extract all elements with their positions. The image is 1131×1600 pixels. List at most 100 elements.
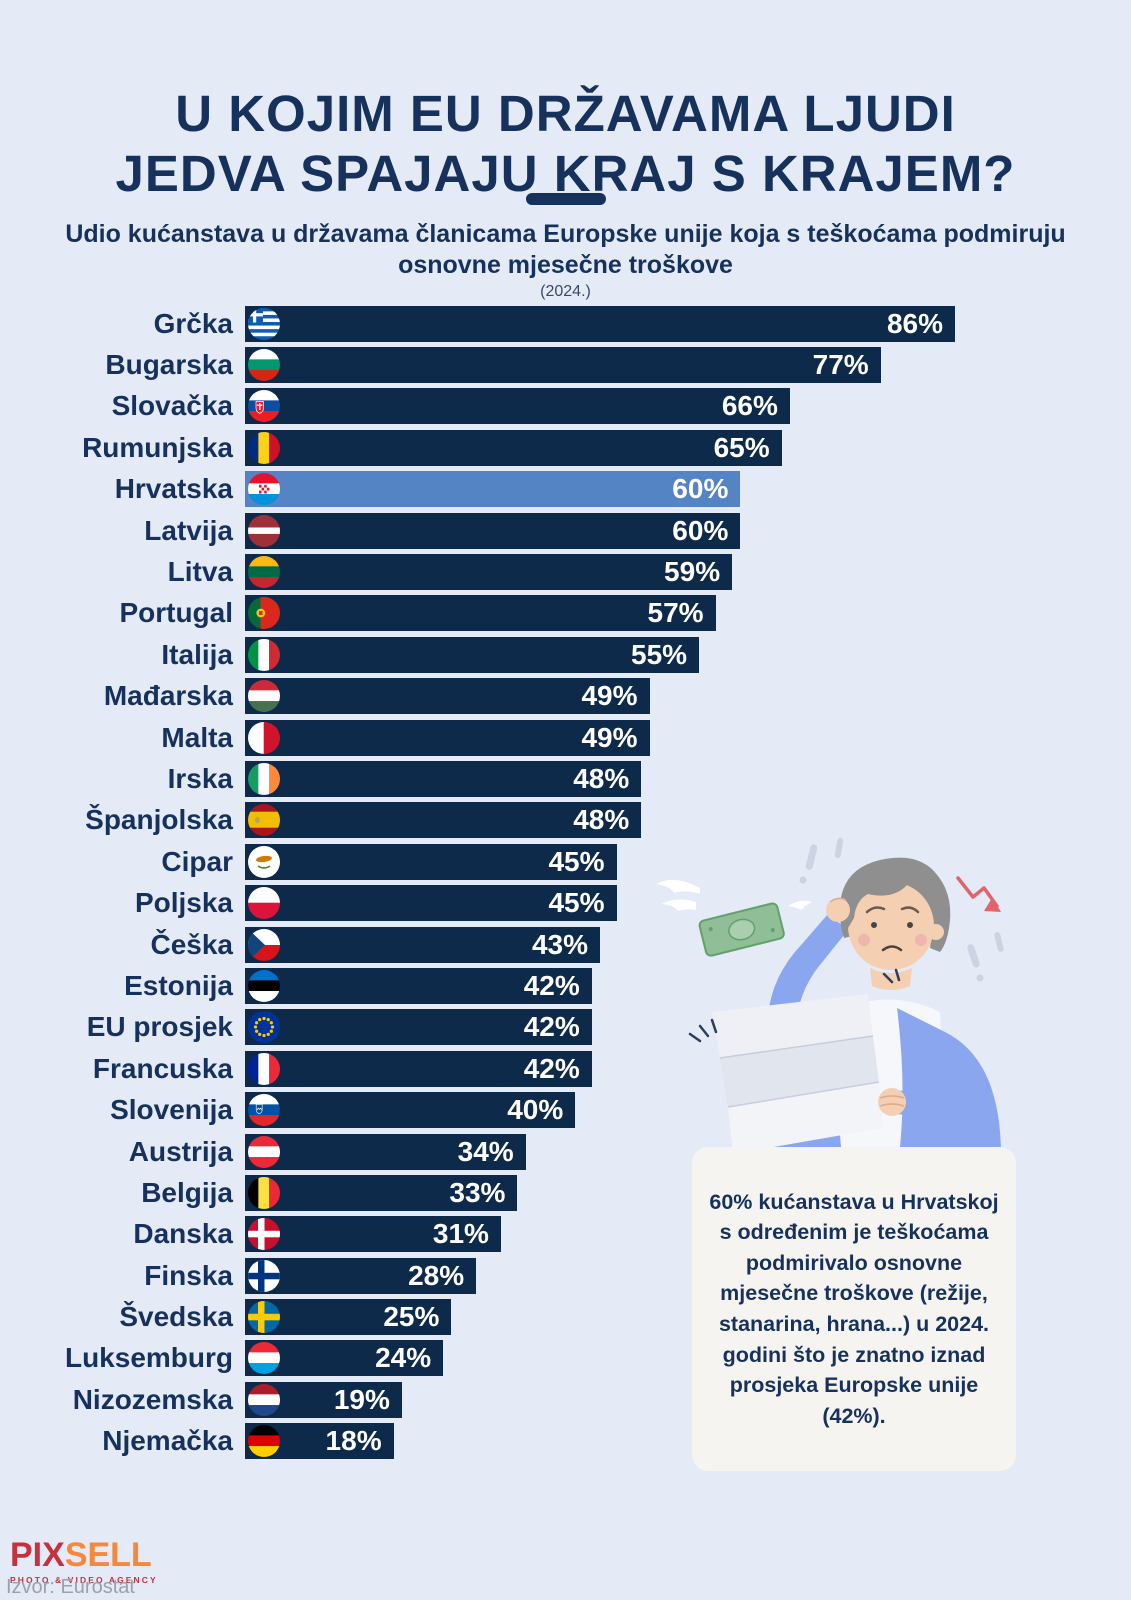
bar-row: Estonija 42%	[0, 965, 1131, 1006]
value-label: 60%	[672, 514, 729, 546]
bar-chart: Grčka 86% Bugarska 77% Slovačka 66% Rumunjska 6…	[0, 303, 1131, 1462]
country-label: Francuska	[92, 1052, 233, 1084]
value-label: 45%	[548, 845, 605, 877]
bar-row: Finska 28%	[0, 1255, 1131, 1296]
bar: 48%	[245, 802, 642, 839]
bar: 48%	[245, 760, 642, 797]
flag-icon	[248, 1301, 280, 1334]
country-label: Rumunjska	[82, 431, 233, 463]
bar-row: Latvija 60%	[0, 510, 1131, 551]
bar: 19%	[245, 1381, 402, 1418]
annotation-text: 60% kućanstava u Hrvatskoj s određenim j…	[709, 1189, 999, 1428]
bar-row: Slovenija 40%	[0, 1089, 1131, 1130]
country-label: Češka	[150, 928, 233, 960]
value-label: 25%	[383, 1301, 440, 1333]
bar-row: Švedska 25%	[0, 1296, 1131, 1337]
flag-icon	[248, 762, 280, 795]
bar: 18%	[245, 1423, 394, 1460]
bar: 66%	[245, 388, 790, 425]
flag-icon	[248, 928, 280, 961]
down-arrow-icon	[956, 876, 1001, 912]
bar-row: Grčka 86%	[0, 303, 1131, 344]
flag-icon	[248, 390, 280, 423]
eyebrows	[865, 906, 920, 914]
bar: 55%	[245, 636, 700, 673]
flag-icon	[248, 431, 280, 464]
bar-area: 55%	[245, 636, 955, 673]
logo-tagline: PHOTO & VIDEO AGENCY	[10, 1575, 158, 1585]
country-label: Hrvatska	[114, 473, 233, 505]
flag-icon	[248, 1425, 280, 1458]
country-label: Grčka	[153, 307, 233, 339]
bar-row: Irska 48%	[0, 758, 1131, 799]
country-label: Luksemburg	[64, 1342, 233, 1374]
value-label: 49%	[581, 721, 638, 753]
flag-icon	[248, 1135, 280, 1168]
bar: 77%	[245, 347, 881, 384]
bar-area: 77%	[245, 347, 955, 384]
bar-row: Češka 43%	[0, 924, 1131, 965]
value-label: 34%	[457, 1135, 514, 1167]
flag-icon	[248, 1052, 280, 1085]
bar-area: 28%	[245, 1257, 955, 1294]
bar: 28%	[245, 1257, 477, 1294]
flag-icon	[248, 1218, 280, 1251]
flag-icon	[248, 1094, 280, 1127]
bar-row: Italija 55%	[0, 634, 1131, 675]
value-label: 57%	[647, 597, 704, 629]
bar: 60%	[245, 512, 741, 549]
logo-pix: PIX	[10, 1536, 65, 1574]
country-label: Cipar	[161, 845, 233, 877]
country-label: Španjolska	[85, 804, 233, 836]
value-label: 66%	[721, 390, 778, 422]
bar: 43%	[245, 926, 600, 963]
value-label: 65%	[713, 431, 770, 463]
money-icon	[656, 879, 812, 957]
bar: 40%	[245, 1092, 576, 1129]
value-label: 18%	[325, 1425, 382, 1457]
bar: 33%	[245, 1174, 518, 1211]
value-label: 77%	[812, 349, 869, 381]
bar-area: 49%	[245, 678, 955, 715]
source-note: Izvor: Eurostat	[6, 1576, 135, 1598]
country-label: Italija	[161, 638, 233, 670]
flag-icon	[248, 969, 280, 1002]
bar-area: 43%	[245, 926, 955, 963]
flag-icon	[248, 638, 280, 671]
bar-area: 34%	[245, 1133, 955, 1170]
country-label: Portugal	[119, 597, 233, 629]
stress-marks	[799, 838, 1004, 982]
forearm	[894, 1074, 992, 1116]
flag-icon	[248, 349, 280, 382]
bar: 57%	[245, 595, 716, 632]
country-label: Danska	[133, 1218, 233, 1250]
country-label: Slovačka	[111, 390, 233, 422]
title-line-2: JEDVA SPAJAJU KRAJ S KRAJEM?	[115, 144, 1016, 202]
bar-area: 57%	[245, 595, 955, 632]
bar: 49%	[245, 719, 650, 756]
bar-row: EU prosjek 42%	[0, 1007, 1131, 1048]
bar: 86%	[245, 305, 955, 342]
value-label: 33%	[449, 1176, 506, 1208]
chart-subtitle: Udio kućanstava u državama članicama Eur…	[65, 220, 1066, 280]
value-label: 42%	[523, 1052, 580, 1084]
bar: 65%	[245, 429, 782, 466]
bar-area: 66%	[245, 388, 955, 425]
bar-area: 45%	[245, 843, 955, 880]
flag-icon	[248, 597, 280, 630]
bar-row: Austrija 34%	[0, 1131, 1131, 1172]
bar-area: 86%	[245, 305, 955, 342]
bar-row: Danska 31%	[0, 1214, 1131, 1255]
eye	[907, 922, 913, 928]
value-label: 49%	[581, 680, 638, 712]
bar-area: 40%	[245, 1092, 955, 1129]
country-label: Litva	[167, 556, 233, 588]
country-label: Finska	[144, 1259, 233, 1291]
annotation-box: 60% kućanstava u Hrvatskoj s određenim j…	[692, 1147, 1016, 1471]
bar-area: 18%	[245, 1423, 955, 1460]
value-label: 48%	[573, 804, 630, 836]
flag-icon	[248, 1383, 280, 1416]
ear	[928, 924, 944, 940]
value-label: 31%	[432, 1218, 489, 1250]
